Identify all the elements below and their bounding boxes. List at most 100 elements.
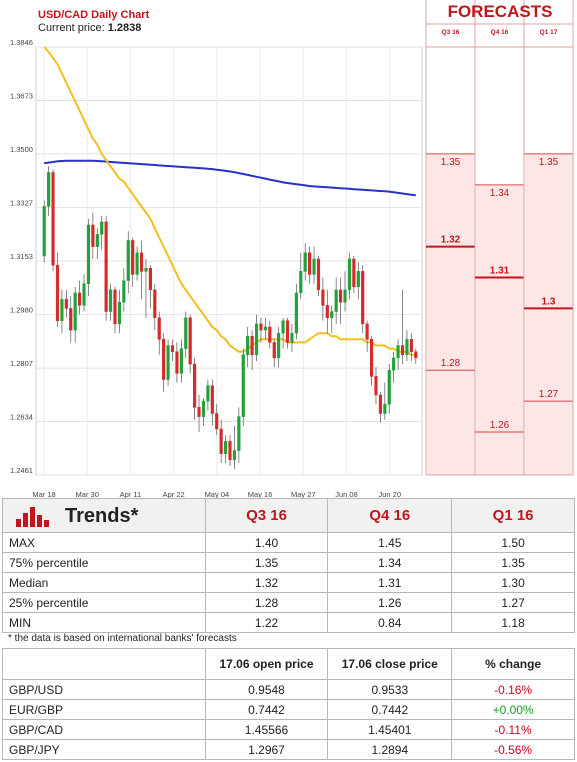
candle-body bbox=[263, 326, 267, 331]
candle-body bbox=[131, 240, 135, 275]
candle-body bbox=[237, 416, 241, 451]
candle-body bbox=[378, 394, 382, 414]
x-tick-label: Mar 18 bbox=[32, 490, 55, 499]
trends-value: 1.27 bbox=[451, 592, 575, 613]
candle-body bbox=[166, 345, 170, 380]
trends-row-label: 75% percentile bbox=[2, 552, 206, 573]
forecast-median-label: 1.3 bbox=[542, 296, 556, 307]
trends-value: 1.34 bbox=[327, 552, 453, 573]
pct-change: -0.56% bbox=[451, 739, 575, 760]
trends-row: MIN 1.22 0.84 1.18 bbox=[2, 612, 575, 633]
trends-row-label: 25% percentile bbox=[2, 592, 206, 613]
trends-value: 1.50 bbox=[451, 532, 575, 553]
trends-value: 1.40 bbox=[204, 532, 329, 553]
price-label: Current price: bbox=[38, 22, 105, 34]
candle-body bbox=[330, 311, 334, 318]
candle-body bbox=[91, 224, 95, 247]
trends-value: 1.31 bbox=[327, 572, 453, 593]
y-tick-label: 1.3327 bbox=[10, 198, 33, 207]
candle-body bbox=[153, 289, 157, 318]
candle-body bbox=[122, 280, 126, 303]
open-price: 1.2967 bbox=[204, 739, 329, 760]
candle-body bbox=[232, 450, 237, 461]
trends-value: 1.22 bbox=[204, 612, 329, 633]
trends-header-row: Trends* Q3 16 Q4 16 Q1 16 bbox=[2, 498, 575, 533]
candle-body bbox=[392, 357, 396, 371]
trends-value: 1.35 bbox=[451, 552, 575, 573]
trends-header-cell: Trends* bbox=[2, 498, 206, 533]
y-tick-label: 1.3673 bbox=[10, 91, 33, 100]
pair-name: EUR/GBP bbox=[2, 699, 206, 720]
candle-body bbox=[369, 339, 374, 377]
current-price: Current price: 1.2838 bbox=[38, 22, 141, 34]
candle-body bbox=[162, 339, 166, 380]
candle-body bbox=[316, 258, 321, 291]
trends-value: 1.18 bbox=[451, 612, 575, 633]
forecast-period-label: Q3 16 bbox=[442, 29, 460, 36]
candle-body bbox=[277, 332, 281, 359]
open-price: 0.7442 bbox=[204, 699, 329, 720]
candle-body bbox=[215, 413, 219, 430]
prices-row: GBP/JPY 1.2967 1.2894 -0.56% bbox=[2, 739, 575, 760]
candle-body bbox=[387, 369, 391, 405]
candle-body bbox=[188, 317, 192, 365]
candle-body bbox=[325, 305, 329, 318]
candle-body bbox=[157, 317, 161, 340]
candle-body bbox=[197, 407, 201, 417]
trends-value: 1.30 bbox=[451, 572, 575, 593]
candle-body bbox=[339, 289, 343, 303]
prices-col-close: 17.06 close price bbox=[327, 648, 453, 680]
candle-body bbox=[352, 258, 356, 288]
chart-title: USD/CAD Daily Chart bbox=[38, 9, 150, 21]
candle-body bbox=[69, 308, 73, 331]
candle-body bbox=[175, 351, 179, 374]
candle-body bbox=[285, 320, 290, 343]
candle-body bbox=[42, 206, 46, 257]
prices-row: GBP/CAD 1.45566 1.45401 -0.11% bbox=[2, 719, 575, 740]
candle-body bbox=[383, 403, 387, 414]
trends-row: 75% percentile 1.35 1.34 1.35 bbox=[2, 552, 575, 573]
y-tick-label: 1.2634 bbox=[10, 413, 33, 422]
candle-body bbox=[303, 252, 307, 272]
x-tick-label: Mar 30 bbox=[76, 490, 99, 499]
candle-body bbox=[64, 298, 68, 309]
y-tick-label: 1.3846 bbox=[10, 38, 33, 47]
candle-body bbox=[268, 326, 272, 343]
price-value: 1.2838 bbox=[107, 22, 142, 34]
x-tick-label: Apr 11 bbox=[120, 490, 142, 499]
forecast-lower-label: 1.26 bbox=[490, 420, 510, 431]
trends-value: 1.32 bbox=[204, 572, 329, 593]
candle-body bbox=[356, 271, 360, 288]
candle-body bbox=[241, 354, 245, 417]
candle-body bbox=[170, 345, 175, 352]
candle-body bbox=[144, 268, 148, 272]
candle-body bbox=[223, 441, 228, 454]
forecast-range-fill bbox=[476, 184, 524, 476]
candle-body bbox=[334, 289, 338, 312]
candle-body bbox=[312, 258, 316, 275]
trends-title: Trends* bbox=[65, 505, 139, 527]
trends-value: 1.35 bbox=[204, 552, 329, 573]
candle-body bbox=[347, 258, 352, 291]
candle-body bbox=[414, 351, 418, 359]
prices-row: EUR/GBP 0.7442 0.7442 +0.00% bbox=[2, 699, 575, 720]
trends-row-label: MAX bbox=[2, 532, 206, 553]
prices-table: 17.06 open price 17.06 close price % cha… bbox=[2, 648, 575, 760]
pair-name: GBP/CAD bbox=[2, 719, 206, 740]
x-tick-label: Jun 20 bbox=[378, 490, 401, 499]
candle-body bbox=[179, 348, 183, 374]
forecasts-title: FORECASTS bbox=[447, 2, 553, 21]
candle-body bbox=[246, 335, 250, 356]
candle-body bbox=[281, 320, 285, 334]
x-tick-label: Jun 08 bbox=[335, 490, 358, 499]
forecast-upper-label: 1.35 bbox=[539, 157, 559, 168]
x-tick-label: Apr 22 bbox=[163, 490, 185, 499]
candle-body bbox=[193, 363, 197, 408]
trends-col-q4: Q4 16 bbox=[327, 498, 453, 533]
candle-body bbox=[55, 264, 60, 322]
candle-body bbox=[95, 234, 99, 247]
forecast-upper-label: 1.34 bbox=[490, 188, 510, 199]
trends-col-q1: Q1 16 bbox=[451, 498, 575, 533]
x-tick-label: May 16 bbox=[248, 490, 273, 499]
bar-chart-icon bbox=[16, 507, 49, 527]
